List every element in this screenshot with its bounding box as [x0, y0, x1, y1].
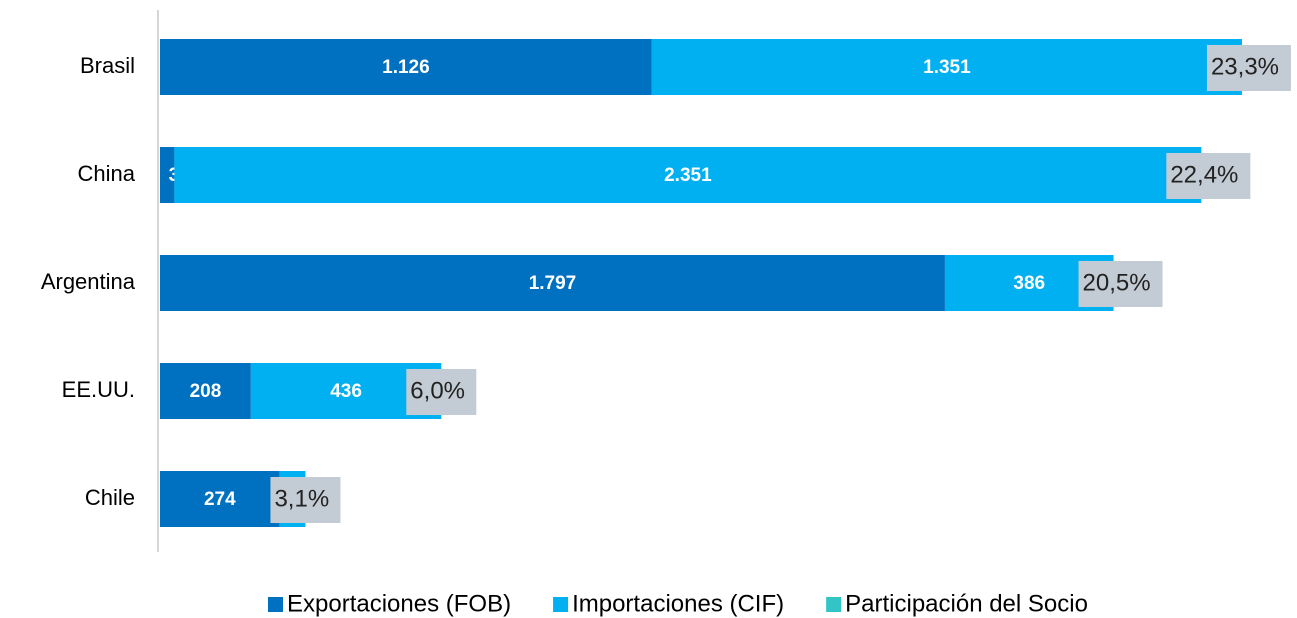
value-label: 1.797 [529, 273, 577, 294]
category-label: EE.UU. [62, 377, 135, 402]
bar-segment [174, 147, 1202, 203]
category-label: Chile [85, 485, 135, 510]
bar-segment [160, 39, 652, 95]
category-label: Argentina [41, 269, 136, 294]
share-label: 3,1% [274, 485, 329, 512]
share-label-box [270, 477, 341, 523]
value-label: 274 [204, 489, 236, 510]
share-label: 22,4% [1170, 161, 1238, 188]
share-label: 23,3% [1211, 53, 1279, 80]
legend-swatch [553, 597, 569, 612]
value-label: 208 [190, 381, 222, 402]
category-label: China [78, 161, 136, 186]
value-label: 386 [1013, 273, 1045, 294]
bar-segment [160, 255, 945, 311]
share-label-box [1206, 45, 1291, 91]
legend-swatch [268, 597, 283, 612]
value-label: 1.351 [923, 57, 971, 78]
share-label: 6,0% [410, 377, 465, 404]
share-label-box [1166, 153, 1251, 199]
value-label: 1.126 [382, 57, 430, 78]
legend-label: Participación del Socio [845, 590, 1088, 617]
bar-segment [160, 147, 175, 203]
value-label: 436 [330, 381, 362, 402]
category-label: Brasil [80, 53, 135, 78]
legend-label: Exportaciones (FOB) [287, 590, 511, 617]
bar-segment [651, 39, 1242, 95]
legend-label: Importaciones (CIF) [572, 590, 784, 617]
share-label: 20,5% [1083, 269, 1151, 296]
bar-segment [160, 363, 251, 419]
bar-segment [160, 471, 280, 527]
share-label-box [1078, 261, 1163, 307]
value-label: 2.351 [664, 165, 712, 186]
share-label-box [406, 369, 477, 415]
legend-swatch [826, 597, 842, 612]
